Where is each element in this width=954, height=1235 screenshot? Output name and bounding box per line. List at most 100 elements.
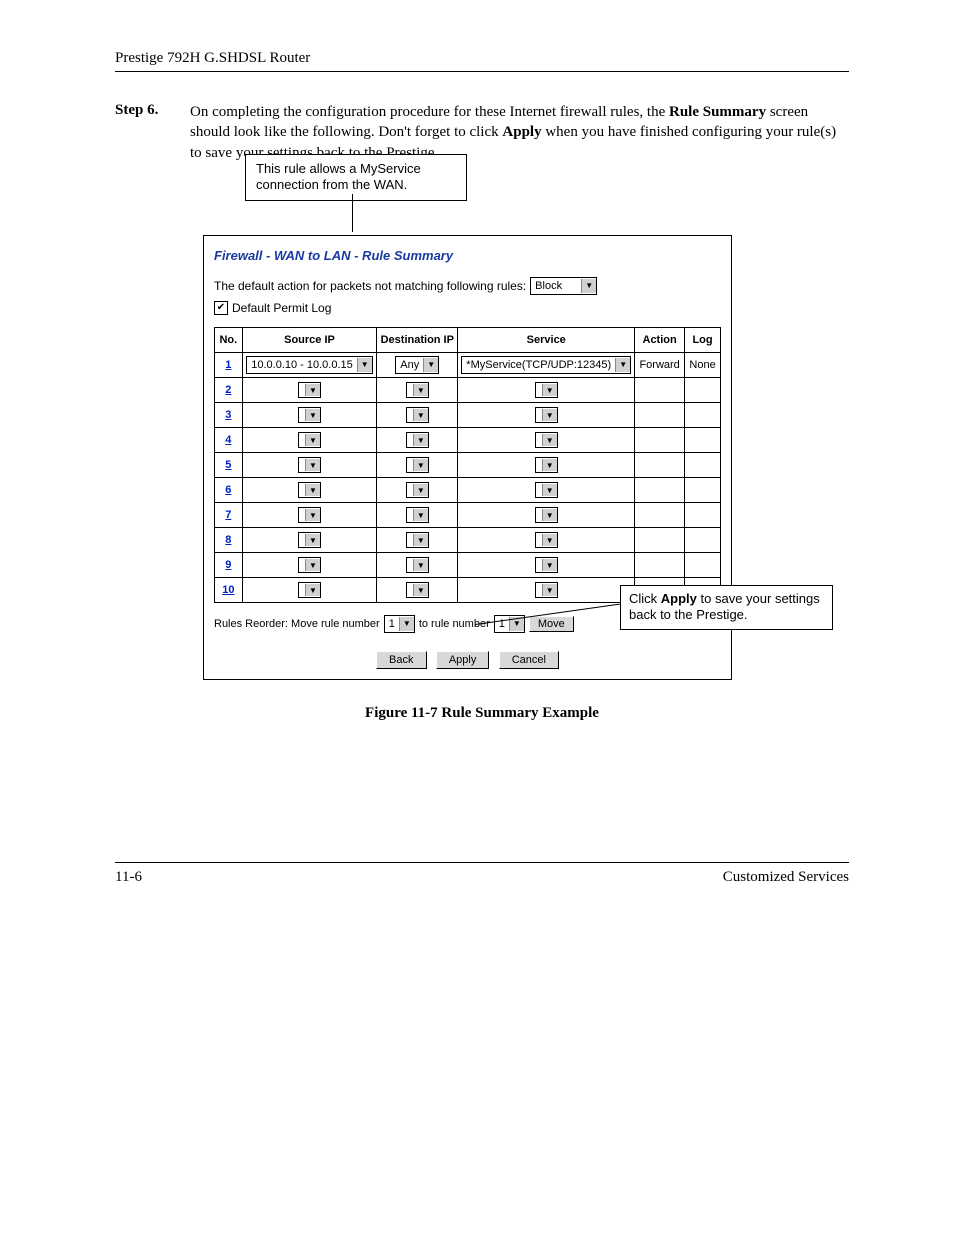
row-number-link[interactable]: 5 [225, 459, 231, 471]
source-ip-select[interactable]: ▼ [298, 457, 321, 473]
chevron-down-icon: ▼ [413, 384, 428, 396]
chevron-down-icon: ▼ [413, 409, 428, 421]
chevron-down-icon: ▼ [305, 584, 320, 596]
row-number-link[interactable]: 7 [225, 509, 231, 521]
header-log: Log [685, 327, 721, 352]
service-value: *MyService(TCP/UDP:12345) [462, 359, 615, 371]
reorder-text-1: Rules Reorder: Move rule number [214, 618, 380, 630]
breadcrumb: Firewall - WAN to LAN - Rule Summary [214, 248, 721, 263]
chevron-down-icon: ▼ [305, 509, 320, 521]
figure-caption: Figure 11-7 Rule Summary Example [115, 705, 849, 722]
chevron-down-icon: ▼ [413, 534, 428, 546]
row-number-link[interactable]: 10 [222, 584, 234, 596]
source-ip-select[interactable]: ▼ [298, 482, 321, 498]
source-ip-value: 10.0.0.10 - 10.0.0.15 [247, 359, 357, 371]
permit-log-label: Default Permit Log [232, 301, 331, 315]
log-value: None [685, 352, 721, 377]
permit-log-row: ✔ Default Permit Log [214, 301, 721, 315]
chevron-down-icon: ▼ [413, 459, 428, 471]
chevron-down-icon: ▼ [413, 559, 428, 571]
table-row: 8 ▼ ▼ ▼ [215, 527, 721, 552]
source-ip-select[interactable]: ▼ [298, 507, 321, 523]
destination-ip-select[interactable]: ▼ [406, 507, 429, 523]
footer-section: Customized Services [723, 869, 849, 886]
service-select[interactable]: ▼ [535, 457, 558, 473]
source-ip-select[interactable]: ▼ [298, 557, 321, 573]
chevron-down-icon: ▼ [542, 434, 557, 446]
chevron-down-icon: ▼ [542, 484, 557, 496]
destination-ip-select[interactable]: Any ▼ [395, 356, 439, 374]
callout-right: Click Apply to save your settings back t… [620, 585, 833, 630]
step-bold-1: Rule Summary [669, 104, 766, 120]
step-text-1: On completing the configuration procedur… [190, 104, 669, 120]
apply-button[interactable]: Apply [436, 651, 490, 669]
header-service: Service [458, 327, 635, 352]
rules-header-row: No. Source IP Destination IP Service Act… [215, 327, 721, 352]
move-button[interactable]: Move [529, 616, 574, 632]
chevron-down-icon: ▼ [423, 358, 438, 372]
row-number-link[interactable]: 1 [225, 359, 231, 371]
destination-ip-select[interactable]: ▼ [406, 557, 429, 573]
row-number-link[interactable]: 3 [225, 409, 231, 421]
table-row: 5 ▼ ▼ ▼ [215, 452, 721, 477]
row-number-link[interactable]: 2 [225, 384, 231, 396]
source-ip-select[interactable]: 10.0.0.10 - 10.0.0.15 ▼ [246, 356, 373, 374]
source-ip-select[interactable]: ▼ [298, 432, 321, 448]
row-number-link[interactable]: 8 [225, 534, 231, 546]
chevron-down-icon: ▼ [305, 409, 320, 421]
callout-right-text-1: Click [629, 591, 661, 606]
page-footer: 11-6 Customized Services [115, 862, 849, 886]
service-select[interactable]: ▼ [535, 507, 558, 523]
destination-ip-select[interactable]: ▼ [406, 407, 429, 423]
cancel-button[interactable]: Cancel [499, 651, 559, 669]
service-select[interactable]: ▼ [535, 407, 558, 423]
service-select[interactable]: ▼ [535, 482, 558, 498]
chevron-down-icon: ▼ [542, 509, 557, 521]
header-no: No. [215, 327, 243, 352]
chevron-down-icon: ▼ [413, 509, 428, 521]
chevron-down-icon: ▼ [542, 409, 557, 421]
destination-ip-select[interactable]: ▼ [406, 532, 429, 548]
row-number-link[interactable]: 4 [225, 434, 231, 446]
service-select[interactable]: *MyService(TCP/UDP:12345) ▼ [461, 356, 631, 374]
chevron-down-icon: ▼ [305, 459, 320, 471]
destination-ip-select[interactable]: ▼ [406, 582, 429, 598]
reorder-from-select[interactable]: 1 ▼ [384, 615, 415, 633]
button-row: Back Apply Cancel [214, 651, 721, 669]
chevron-down-icon: ▼ [615, 358, 630, 372]
chevron-down-icon: ▼ [542, 384, 557, 396]
service-select[interactable]: ▼ [535, 582, 558, 598]
source-ip-select[interactable]: ▼ [298, 382, 321, 398]
rules-table: No. Source IP Destination IP Service Act… [214, 327, 721, 603]
chevron-down-icon: ▼ [413, 484, 428, 496]
chevron-down-icon: ▼ [305, 559, 320, 571]
row-number-link[interactable]: 9 [225, 559, 231, 571]
chevron-down-icon: ▼ [305, 534, 320, 546]
step-bold-2: Apply [502, 124, 541, 140]
chevron-down-icon: ▼ [542, 584, 557, 596]
destination-ip-select[interactable]: ▼ [406, 457, 429, 473]
chevron-down-icon: ▼ [581, 279, 596, 293]
service-select[interactable]: ▼ [535, 382, 558, 398]
service-select[interactable]: ▼ [535, 432, 558, 448]
destination-ip-value: Any [396, 359, 423, 371]
header-destination-ip: Destination IP [377, 327, 458, 352]
table-row: 3 ▼ ▼ ▼ [215, 402, 721, 427]
chevron-down-icon: ▼ [413, 584, 428, 596]
destination-ip-select[interactable]: ▼ [406, 482, 429, 498]
row-number-link[interactable]: 6 [225, 484, 231, 496]
source-ip-select[interactable]: ▼ [298, 407, 321, 423]
back-button[interactable]: Back [376, 651, 426, 669]
default-action-value: Block [531, 280, 581, 292]
destination-ip-select[interactable]: ▼ [406, 432, 429, 448]
destination-ip-select[interactable]: ▼ [406, 382, 429, 398]
header-source-ip: Source IP [242, 327, 377, 352]
service-select[interactable]: ▼ [535, 557, 558, 573]
source-ip-select[interactable]: ▼ [298, 532, 321, 548]
default-action-row: The default action for packets not match… [214, 277, 721, 295]
default-action-select[interactable]: Block ▼ [530, 277, 597, 295]
service-select[interactable]: ▼ [535, 532, 558, 548]
action-value: Forward [635, 352, 685, 377]
source-ip-select[interactable]: ▼ [298, 582, 321, 598]
permit-log-checkbox[interactable]: ✔ [214, 301, 228, 315]
